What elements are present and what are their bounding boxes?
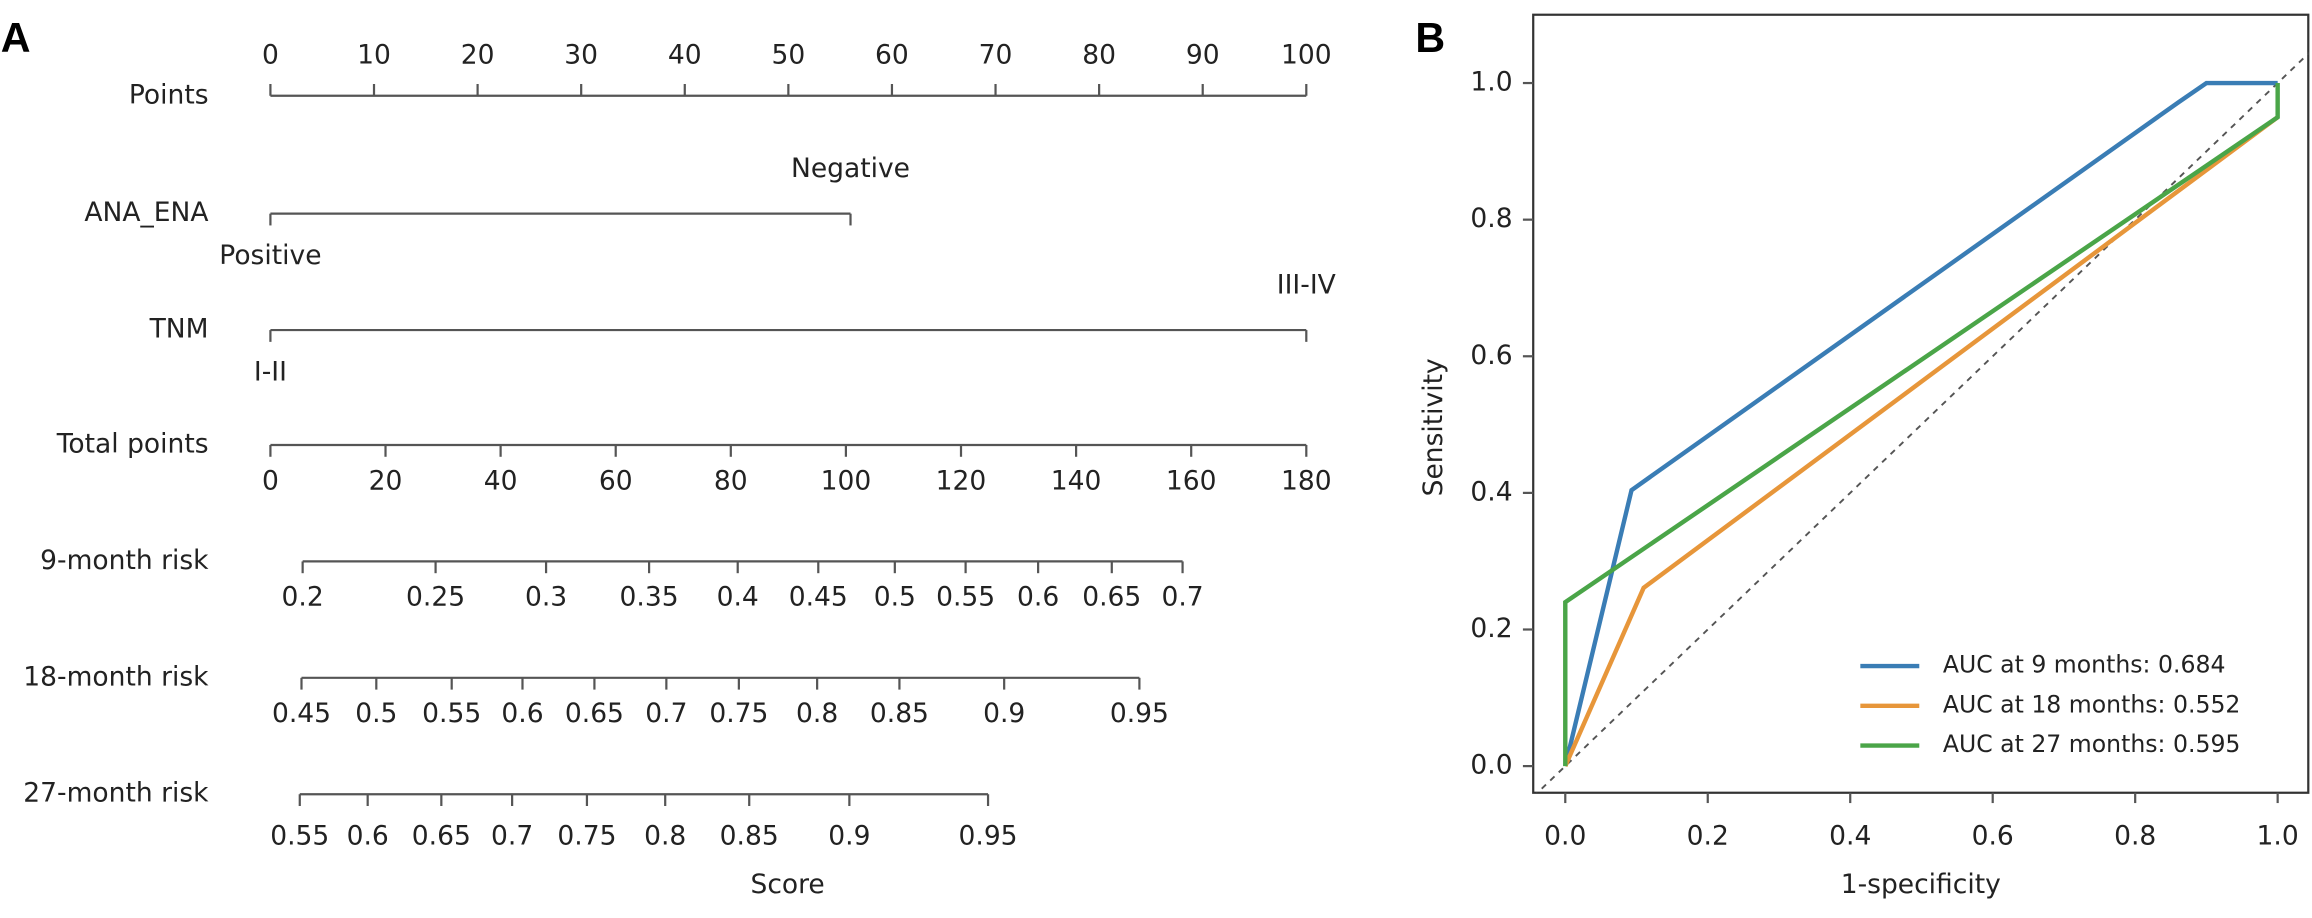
tick-label: 0.6 — [1017, 582, 1059, 613]
x-tick-label: 0.4 — [1829, 820, 1871, 851]
roc-curve — [1563, 83, 2280, 767]
tick-label: 80 — [714, 465, 748, 496]
plot-frame — [1532, 13, 2310, 794]
panel-label: B — [1415, 15, 1445, 61]
tick-label: 0.5 — [355, 698, 397, 729]
tick-label: 90 — [1186, 39, 1220, 70]
tick-label: 0.95 — [959, 820, 1018, 851]
legend-label: AUC at 9 months: 0.684 — [1943, 651, 2226, 679]
tick-label: 0.35 — [620, 582, 679, 613]
tick-label: 0 — [262, 39, 279, 70]
x-tick-label: 1.0 — [2257, 820, 2299, 851]
tick-label: 140 — [1051, 465, 1102, 496]
y-tick-label: 0.2 — [1470, 613, 1512, 644]
tick-label: 0.6 — [347, 820, 389, 851]
tick-label: 0.8 — [644, 820, 686, 851]
tick-label: 160 — [1166, 465, 1217, 496]
row-label: Total points — [56, 429, 209, 460]
tick-label: 0.25 — [406, 582, 465, 613]
level-label: I-II — [254, 356, 287, 387]
tick-label: 0.45 — [789, 582, 848, 613]
row-label: 18-month risk — [23, 661, 209, 692]
tick-label: 40 — [668, 39, 702, 70]
tick-label: 0.3 — [525, 582, 567, 613]
tick-label: 0.55 — [936, 582, 995, 613]
tick-label: 100 — [821, 465, 872, 496]
tick-label: 0.9 — [983, 698, 1025, 729]
legend-label: AUC at 18 months: 0.552 — [1943, 690, 2241, 718]
tick-label: 0.75 — [557, 820, 616, 851]
tick-label: 60 — [875, 39, 909, 70]
panel-label: A — [1, 15, 31, 61]
tick-label: 0.65 — [412, 820, 471, 851]
level-label: Negative — [791, 153, 910, 184]
tick-label: 20 — [369, 465, 403, 496]
y-tick-label: 0.0 — [1470, 750, 1512, 781]
x-tick-label: 0.0 — [1544, 820, 1586, 851]
tick-label: 0.6 — [501, 698, 543, 729]
tick-label: 120 — [936, 465, 987, 496]
tick-label: 0 — [262, 465, 279, 496]
y-axis-label: Sensitivity — [1418, 358, 1449, 496]
x-axis-label: 1-specificity — [1841, 869, 2001, 900]
tick-label: 0.85 — [870, 698, 929, 729]
row-label: TNM — [149, 314, 209, 345]
tick-label: 0.45 — [272, 698, 331, 729]
tick-label: 0.8 — [796, 698, 838, 729]
reference-line — [1536, 52, 2309, 793]
tick-label: 0.55 — [422, 698, 481, 729]
tick-label: 0.7 — [645, 698, 687, 729]
tick-label: 0.75 — [709, 698, 768, 729]
x-tick-label: 0.6 — [1972, 820, 2014, 851]
y-tick-label: 0.6 — [1470, 340, 1512, 371]
y-tick-label: 1.0 — [1470, 67, 1512, 98]
tick-label: 10 — [357, 39, 391, 70]
tick-label: 0.65 — [565, 698, 624, 729]
x-tick-label: 0.8 — [2114, 820, 2156, 851]
tick-label: 0.85 — [720, 820, 779, 851]
roc-curve — [1563, 80, 2278, 767]
tick-label: 50 — [771, 39, 805, 70]
level-label: III-IV — [1277, 269, 1336, 300]
tick-label: 0.7 — [1161, 582, 1203, 613]
row-label: 9-month risk — [40, 545, 209, 576]
tick-label: 0.4 — [717, 582, 759, 613]
tick-label: 0.65 — [1082, 582, 1141, 613]
x-tick-label: 0.2 — [1687, 820, 1729, 851]
row-label: 27-month risk — [23, 778, 209, 809]
tick-label: 0.55 — [270, 820, 329, 851]
row-label: Points — [129, 79, 209, 110]
tick-label: 0.9 — [828, 820, 870, 851]
tick-label: 180 — [1281, 465, 1332, 496]
roc-curve — [1563, 115, 2279, 768]
tick-label: 80 — [1082, 39, 1116, 70]
y-tick-label: 0.4 — [1470, 476, 1512, 507]
row-label: ANA_ENA — [84, 197, 208, 228]
tick-label: 0.7 — [491, 820, 533, 851]
y-tick-label: 0.8 — [1470, 203, 1512, 234]
level-label: Positive — [219, 240, 321, 271]
tick-label: 0.5 — [874, 582, 916, 613]
tick-label: 100 — [1281, 39, 1332, 70]
tick-label: 40 — [484, 465, 518, 496]
x-axis-label: Score — [750, 869, 824, 900]
tick-label: 70 — [979, 39, 1013, 70]
legend-label: AUC at 27 months: 0.595 — [1943, 730, 2241, 758]
tick-label: 0.95 — [1110, 698, 1169, 729]
tick-label: 0.2 — [282, 582, 324, 613]
tick-label: 30 — [564, 39, 598, 70]
plot-area — [1536, 52, 2309, 793]
tick-label: 60 — [599, 465, 633, 496]
tick-label: 20 — [461, 39, 495, 70]
